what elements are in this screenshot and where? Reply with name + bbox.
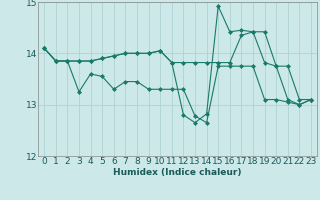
X-axis label: Humidex (Indice chaleur): Humidex (Indice chaleur) xyxy=(113,168,242,177)
